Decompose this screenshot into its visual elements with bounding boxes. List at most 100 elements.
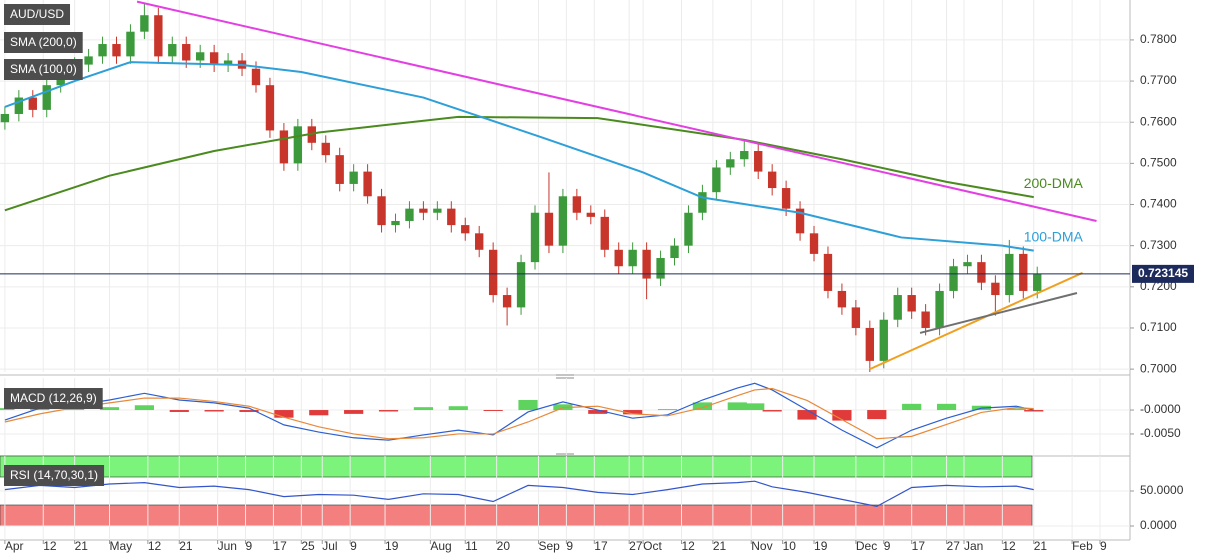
candle-body	[419, 208, 428, 213]
histogram-bar	[239, 410, 259, 412]
histogram-bar	[727, 402, 747, 411]
candle-body	[516, 262, 526, 308]
panel-title-box	[4, 388, 103, 409]
x-tick-label: 9	[884, 539, 891, 553]
trend-line	[919, 292, 1078, 334]
x-tick-label: 21	[713, 539, 727, 553]
candle-body	[168, 44, 177, 57]
legend-entry: SMA (100,0)	[10, 62, 77, 76]
rsi-line	[4, 480, 1034, 508]
candle-body	[182, 44, 191, 61]
candle-body	[209, 52, 219, 65]
candle-body	[42, 85, 51, 110]
x-tick-label: 12	[43, 539, 57, 553]
candle-body	[991, 282, 1000, 296]
candle-body	[502, 295, 512, 308]
x-tick-label: 17	[594, 539, 608, 553]
histogram-bar	[483, 410, 503, 411]
histogram-bar	[832, 410, 852, 421]
y-tick-label: 0.7000	[1140, 361, 1177, 375]
x-tick-label: Sep	[538, 539, 560, 553]
histogram-bar	[1024, 410, 1044, 412]
x-tick-label: Jul	[322, 539, 337, 553]
histogram-bar	[797, 410, 817, 420]
histogram-bar	[448, 406, 468, 411]
candle-body	[740, 151, 749, 160]
panel-title-box	[4, 465, 105, 486]
x-tick-label: Jun	[218, 539, 237, 553]
candle-body	[279, 130, 289, 164]
x-tick-label: 21	[179, 539, 193, 553]
x-tick-label: 21	[75, 539, 89, 553]
candle-body	[377, 196, 386, 226]
legend: RSI (14,70,30,1)	[4, 465, 105, 486]
sma-line	[4, 115, 1034, 212]
panel-title: MACD (12,26,9)	[10, 391, 97, 405]
candle-body	[433, 208, 442, 213]
candle-body	[1019, 253, 1028, 291]
candle-body	[447, 208, 456, 226]
candle-body	[586, 212, 595, 217]
candle-body	[196, 52, 205, 61]
y-tick-label: 0.7600	[1140, 114, 1177, 128]
histogram-bar	[745, 403, 765, 411]
histogram-bar	[169, 410, 189, 412]
x-tick-label: Nov	[751, 539, 772, 553]
x-tick-label: 9	[246, 539, 253, 553]
candle-body	[907, 295, 916, 312]
candle-body	[223, 60, 233, 65]
histogram-bar	[692, 402, 713, 411]
candle-body	[391, 220, 400, 226]
histogram-bar	[0, 408, 15, 411]
legend-entry-box	[4, 32, 83, 53]
candle-body	[1005, 253, 1014, 296]
histogram-bar	[623, 410, 643, 415]
candle-body	[28, 97, 37, 110]
x-tick-label: 19	[814, 539, 828, 553]
candle-body	[293, 126, 303, 164]
candle-body	[726, 159, 735, 168]
candle-body	[809, 233, 819, 254]
y-tick-label: 0.0000	[1140, 518, 1177, 532]
x-tick-label: May	[110, 539, 133, 553]
resize-handle[interactable]	[556, 374, 574, 379]
candle-body	[405, 208, 414, 221]
candle-body	[879, 319, 888, 361]
histogram-bar	[1006, 408, 1026, 411]
line-annotation: 200-DMA	[1024, 175, 1084, 191]
histogram-bar	[134, 405, 154, 411]
histogram-bar	[518, 400, 538, 411]
x-tick-label: 17	[273, 539, 287, 553]
x-tick-label: 10	[783, 539, 797, 553]
band	[0, 455, 1033, 478]
candle-body	[949, 266, 958, 291]
candle-body	[335, 155, 344, 184]
histogram-bar	[344, 410, 364, 414]
legend-entry-box	[4, 59, 83, 80]
trend-line	[869, 271, 1083, 371]
band	[0, 504, 1033, 527]
candle-body	[461, 225, 470, 234]
x-tick-label: 20	[497, 539, 511, 553]
x-tick-label: 12	[1002, 539, 1016, 553]
x-tick-label: 12	[681, 539, 695, 553]
line-annotation: 100-DMA	[1024, 228, 1084, 244]
histogram-bar	[936, 403, 957, 411]
candle-body	[935, 290, 944, 328]
candle-body	[698, 192, 707, 213]
candle-body	[154, 15, 163, 57]
x-tick-label: 21	[1034, 539, 1048, 553]
candle-body	[265, 85, 275, 131]
candle-body	[600, 216, 609, 250]
x-tick-label: 17	[912, 539, 926, 553]
x-tick-label: Oct	[643, 539, 662, 553]
candle-body	[349, 171, 358, 184]
candle-body	[642, 249, 651, 279]
x-tick-label: 9	[350, 539, 357, 553]
y-tick-label: 0.7800	[1140, 32, 1177, 46]
candle-body	[140, 15, 149, 32]
candle-body	[767, 171, 777, 189]
trend-line	[136, 0, 1097, 222]
sma-line	[4, 61, 1034, 252]
